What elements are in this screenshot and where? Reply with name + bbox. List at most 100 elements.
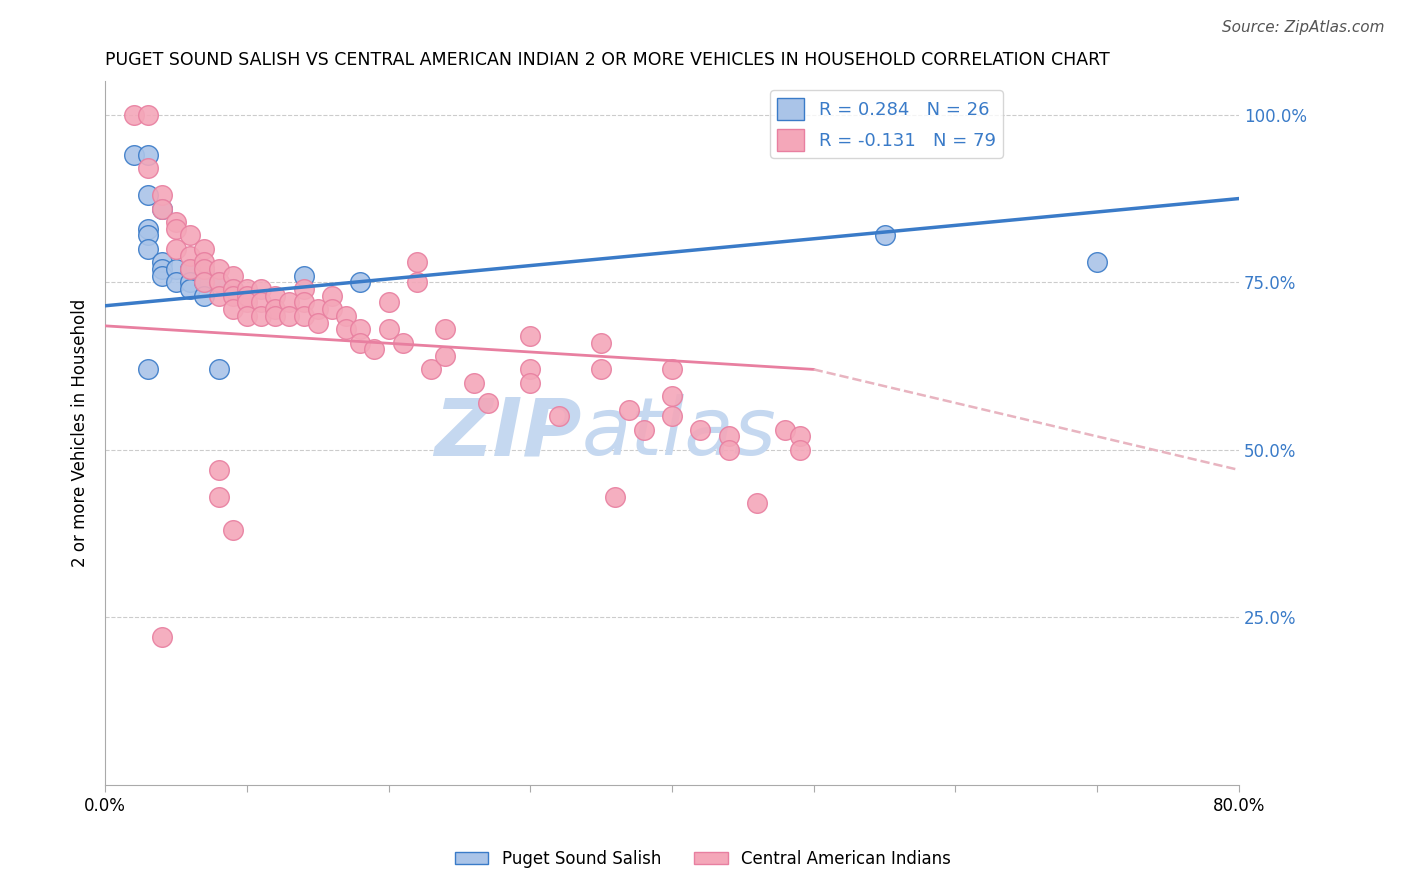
Point — [264, 302, 287, 317]
Point — [236, 289, 259, 303]
Point — [264, 309, 287, 323]
Point — [179, 261, 201, 276]
Point — [519, 362, 541, 376]
Point — [377, 295, 399, 310]
Point — [179, 276, 201, 290]
Point — [222, 268, 245, 283]
Point — [292, 282, 315, 296]
Point — [150, 188, 173, 202]
Point — [391, 335, 413, 350]
Point — [1085, 255, 1108, 269]
Point — [420, 362, 443, 376]
Point — [236, 309, 259, 323]
Point — [222, 282, 245, 296]
Point — [150, 255, 173, 269]
Point — [207, 490, 229, 504]
Legend: R = 0.284   N = 26, R = -0.131   N = 79: R = 0.284 N = 26, R = -0.131 N = 79 — [770, 90, 1002, 158]
Point — [165, 261, 187, 276]
Point — [789, 442, 811, 457]
Point — [250, 295, 273, 310]
Point — [363, 343, 385, 357]
Point — [321, 289, 343, 303]
Point — [150, 202, 173, 216]
Point — [619, 402, 641, 417]
Point — [547, 409, 569, 424]
Point — [165, 276, 187, 290]
Point — [661, 409, 683, 424]
Point — [477, 396, 499, 410]
Point — [122, 108, 145, 122]
Point — [165, 242, 187, 256]
Point — [193, 261, 215, 276]
Point — [136, 362, 159, 376]
Point — [179, 261, 201, 276]
Text: atlas: atlas — [581, 394, 776, 472]
Point — [250, 309, 273, 323]
Point — [193, 242, 215, 256]
Point — [661, 362, 683, 376]
Point — [179, 282, 201, 296]
Point — [207, 261, 229, 276]
Point — [349, 335, 371, 350]
Point — [207, 362, 229, 376]
Point — [222, 523, 245, 537]
Point — [307, 302, 329, 317]
Point — [136, 108, 159, 122]
Point — [717, 442, 740, 457]
Point — [165, 221, 187, 235]
Point — [207, 276, 229, 290]
Point — [292, 295, 315, 310]
Point — [321, 302, 343, 317]
Point — [222, 289, 245, 303]
Point — [335, 322, 357, 336]
Point — [179, 248, 201, 262]
Point — [349, 322, 371, 336]
Point — [689, 423, 711, 437]
Point — [150, 202, 173, 216]
Point — [136, 148, 159, 162]
Point — [136, 188, 159, 202]
Point — [193, 276, 215, 290]
Point — [136, 228, 159, 243]
Point — [250, 282, 273, 296]
Point — [745, 496, 768, 510]
Point — [519, 376, 541, 390]
Point — [150, 261, 173, 276]
Point — [207, 289, 229, 303]
Point — [307, 316, 329, 330]
Point — [236, 295, 259, 310]
Point — [661, 389, 683, 403]
Text: PUGET SOUND SALISH VS CENTRAL AMERICAN INDIAN 2 OR MORE VEHICLES IN HOUSEHOLD CO: PUGET SOUND SALISH VS CENTRAL AMERICAN I… — [105, 51, 1109, 69]
Point — [136, 161, 159, 176]
Point — [193, 276, 215, 290]
Point — [605, 490, 627, 504]
Point — [519, 329, 541, 343]
Point — [349, 276, 371, 290]
Point — [207, 463, 229, 477]
Point — [591, 362, 613, 376]
Point — [377, 322, 399, 336]
Point — [463, 376, 485, 390]
Point — [335, 309, 357, 323]
Point — [136, 221, 159, 235]
Point — [406, 276, 429, 290]
Point — [633, 423, 655, 437]
Point — [789, 429, 811, 443]
Point — [193, 261, 215, 276]
Point — [278, 309, 301, 323]
Point — [434, 349, 457, 363]
Text: ZIP: ZIP — [434, 394, 581, 472]
Point — [136, 242, 159, 256]
Point — [873, 228, 896, 243]
Point — [222, 302, 245, 317]
Point — [207, 276, 229, 290]
Point — [222, 282, 245, 296]
Point — [193, 255, 215, 269]
Point — [150, 631, 173, 645]
Point — [150, 268, 173, 283]
Point — [292, 309, 315, 323]
Y-axis label: 2 or more Vehicles in Household: 2 or more Vehicles in Household — [72, 299, 89, 567]
Point — [434, 322, 457, 336]
Point — [406, 255, 429, 269]
Point — [717, 429, 740, 443]
